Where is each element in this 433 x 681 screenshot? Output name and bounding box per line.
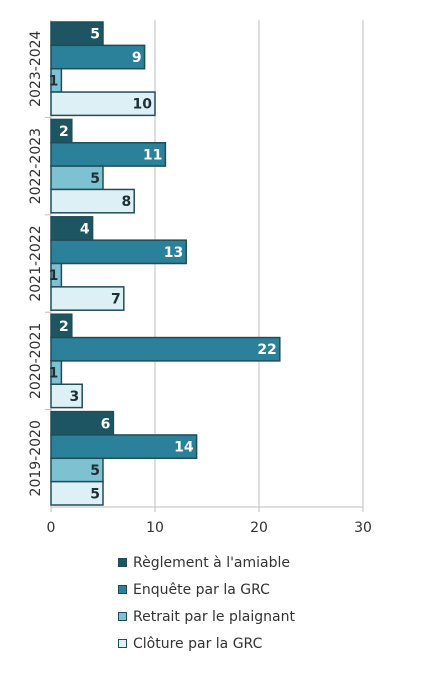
data-label: 2 — [59, 319, 69, 335]
legend-item: Clôture par la GRC — [118, 630, 295, 657]
bar — [50, 188, 135, 214]
data-label: 1 — [49, 366, 59, 382]
y-category-label: 2023-2024 — [28, 30, 44, 106]
legend-label: Règlement à l'amiable — [133, 554, 291, 571]
data-label: 1 — [49, 73, 59, 89]
data-label: 4 — [80, 221, 90, 237]
data-label: 1 — [49, 268, 59, 284]
x-tick-label: 10 — [146, 520, 164, 536]
data-label: 2 — [59, 124, 69, 140]
legend-swatch — [118, 639, 127, 648]
legend-label: Enquête par la GRC — [133, 581, 270, 598]
data-label: 7 — [111, 292, 121, 308]
bar — [50, 286, 125, 311]
bar — [50, 480, 104, 506]
legend-swatch — [118, 585, 127, 594]
legend-item: Retrait par le plaignant — [118, 603, 295, 630]
bar — [50, 44, 146, 70]
bar — [50, 336, 281, 362]
x-tick-label: 0 — [47, 520, 56, 536]
data-label: 14 — [174, 440, 194, 456]
data-label: 9 — [132, 50, 142, 66]
legend-label: Retrait par le plaignant — [133, 608, 295, 625]
y-category-label: 2021-2022 — [28, 225, 44, 301]
y-category-label: 2019-2020 — [28, 420, 44, 496]
bar — [50, 239, 187, 265]
data-label: 5 — [90, 27, 100, 43]
legend-item: Règlement à l'amiable — [118, 549, 295, 576]
legend-swatch — [118, 558, 127, 567]
x-tick-label: 30 — [354, 520, 372, 536]
legend-label: Clôture par la GRC — [133, 635, 263, 652]
data-label: 5 — [90, 486, 100, 502]
bar — [50, 142, 167, 167]
y-category-label: 2022-2023 — [28, 128, 44, 204]
data-label: 22 — [257, 342, 276, 358]
legend-swatch — [118, 612, 127, 621]
data-label: 3 — [69, 389, 79, 405]
data-label: 8 — [121, 194, 131, 210]
chart-legend: Règlement à l'amiable Enquête par la GRC R… — [118, 549, 295, 657]
bar — [50, 91, 156, 117]
x-tick-label: 20 — [250, 520, 268, 536]
data-label: 13 — [164, 245, 183, 261]
y-category-label: 2020-2021 — [28, 323, 44, 399]
data-label: 6 — [101, 416, 111, 432]
data-label: 10 — [133, 97, 153, 113]
legend-item: Enquête par la GRC — [118, 576, 295, 603]
data-label: 5 — [90, 171, 100, 187]
bar — [50, 383, 83, 409]
bar — [50, 434, 198, 460]
data-label: 5 — [90, 463, 100, 479]
data-label: 11 — [143, 147, 162, 163]
